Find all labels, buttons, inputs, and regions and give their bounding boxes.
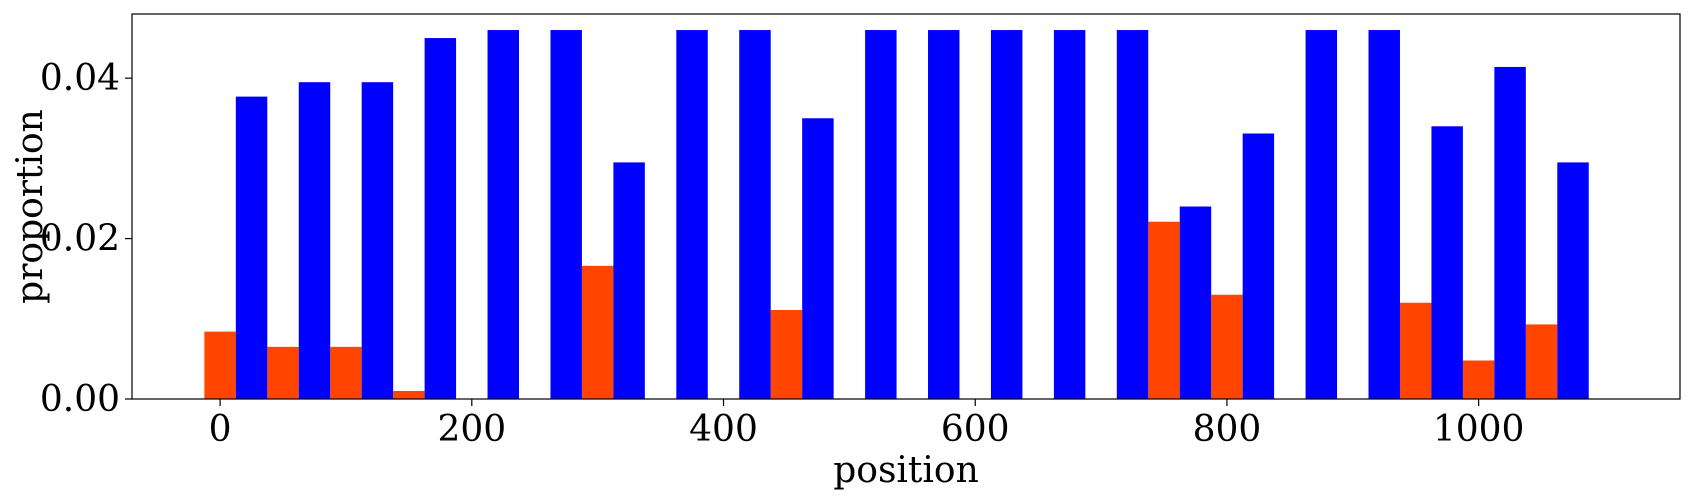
bar-series2-x725: [1116, 30, 1149, 399]
x-tick-label: 0: [209, 409, 232, 450]
bar-series2-x875: [1305, 30, 1338, 399]
bar-series2-x75: [298, 82, 331, 400]
bar-series2-x925: [1368, 30, 1400, 399]
bar-series2-x175: [424, 38, 457, 400]
y-axis-ticks: 0.00 0.02 0.04: [40, 58, 132, 420]
bar-series2-x375: [676, 30, 708, 399]
y-axis-label: proportion: [10, 109, 51, 304]
bar-series1-x1050: [1525, 324, 1558, 399]
bar-series1-x100: [330, 346, 362, 399]
y-tick-label: 0.02: [40, 219, 120, 260]
bar-series1-x950: [1399, 302, 1432, 399]
bar-series2-x25: [235, 96, 268, 400]
x-tick-label: 600: [941, 409, 1010, 450]
bar-series2-x425: [739, 30, 771, 399]
bar-series1-x750: [1148, 221, 1180, 399]
plot-frame: [131, 13, 1681, 400]
bar-series1-x0: [204, 331, 236, 400]
x-tick-label: 1000: [1433, 409, 1525, 450]
bar-series2-x825: [1242, 133, 1275, 399]
x-tick-label: 800: [1193, 409, 1262, 450]
bar-series2-x225: [487, 30, 519, 399]
bar-series2-x275: [550, 30, 582, 399]
y-tick-label: 0.00: [40, 379, 120, 420]
bar-series2-x125: [361, 82, 394, 400]
bar-series1-x50: [267, 346, 299, 399]
bar-series1-x300: [581, 265, 614, 399]
bar-series2-x1025: [1494, 66, 1526, 399]
x-axis-label: position: [833, 450, 979, 491]
x-tick-label: 400: [689, 409, 758, 450]
bar-series1-x450: [770, 309, 803, 399]
bars-group: [204, 30, 1589, 400]
y-tick-label: 0.04: [40, 58, 120, 99]
bar-series2-x575: [928, 30, 960, 399]
bar-series1-x800: [1211, 294, 1243, 399]
bar-series1-x1000: [1462, 360, 1495, 399]
bar-series2-x525: [865, 30, 897, 399]
bar-series2-x625: [990, 30, 1023, 399]
bar-series2-x475: [802, 118, 834, 400]
bar-series1-x150: [393, 390, 425, 399]
bar-series2-x775: [1179, 206, 1212, 399]
bar-series2-x675: [1053, 30, 1086, 399]
x-tick-label: 200: [437, 409, 506, 450]
x-axis-ticks: 0 200 400 600 800 1000: [209, 399, 1525, 450]
bar-series2-x325: [613, 162, 645, 399]
bar-series2-x1075: [1557, 162, 1589, 399]
bar-series2-x975: [1431, 126, 1463, 399]
